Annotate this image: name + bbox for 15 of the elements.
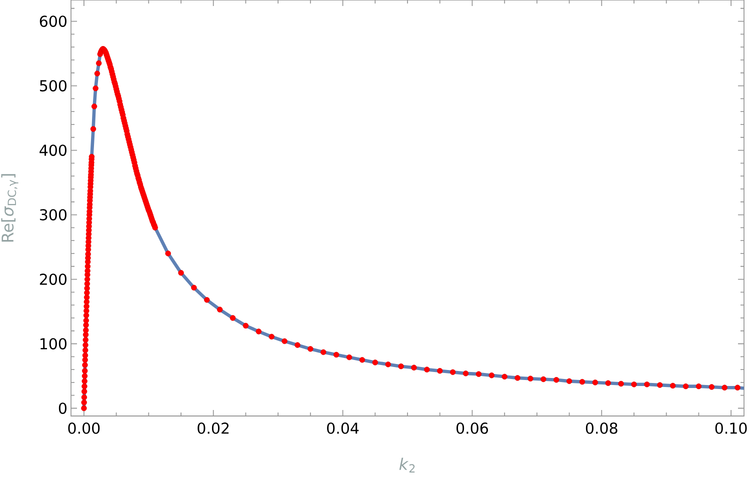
y-tick-label: 400 [40, 144, 66, 156]
y-tick-label: 600 [40, 16, 66, 27]
x-tick-label: 0.02 [198, 422, 229, 434]
x-tick-label: 0.08 [586, 422, 618, 434]
y-tick-label: 0 [58, 402, 66, 414]
y-tick-label: 500 [40, 80, 66, 92]
y-tick-label: 100 [40, 338, 66, 350]
y-tick-label: 200 [40, 274, 66, 285]
x-tick-label: 0.00 [68, 422, 100, 434]
y-tick-label: 300 [40, 209, 66, 220]
x-tick-label: 0.06 [456, 422, 488, 434]
y-axis-title: Re[σ$_{DC,γ}$] [1, 174, 18, 242]
x-axis-title: k$_{2}$ [399, 458, 415, 472]
x-tick-label: 0.10 [715, 422, 747, 434]
x-tick-label: 0.04 [327, 422, 359, 434]
